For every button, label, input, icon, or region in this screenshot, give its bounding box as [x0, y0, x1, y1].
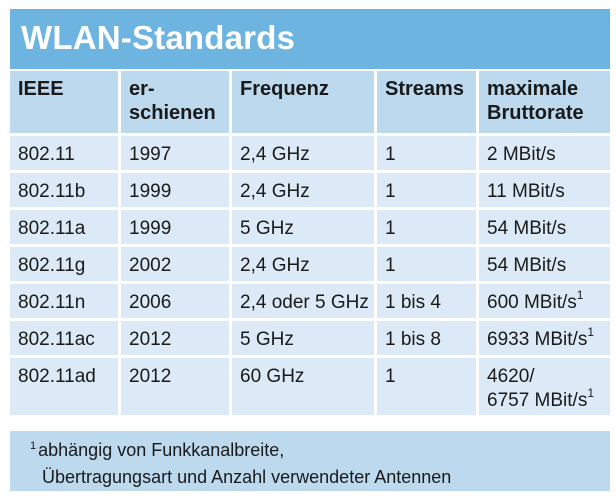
cell-rate-line2: 6757 MBit/s	[487, 390, 588, 411]
table-row: 802.11g 2002 2,4 GHz 1 54 MBit/s	[10, 247, 610, 284]
cell-frequency: 2,4 oder 5 GHz	[232, 284, 377, 321]
cell-year: 1997	[121, 136, 232, 173]
cell-rate: 54 MBit/s	[479, 210, 610, 247]
header-streams: Streams	[377, 71, 479, 136]
cell-year: 1999	[121, 210, 232, 247]
cell-frequency: 2,4 GHz	[232, 173, 377, 210]
footnote-marker: 1	[30, 440, 37, 452]
table-row: 802.11 1997 2,4 GHz 1 2 MBit/s	[10, 136, 610, 173]
cell-streams: 1	[377, 173, 479, 210]
cell-frequency: 60 GHz	[232, 358, 377, 418]
header-erschienen-line2: schienen	[129, 102, 216, 124]
cell-rate: 600 MBit/s1	[479, 284, 610, 321]
cell-frequency: 5 GHz	[232, 210, 377, 247]
cell-frequency: 5 GHz	[232, 321, 377, 358]
table-row: 802.11b 1999 2,4 GHz 1 11 MBit/s	[10, 173, 610, 210]
cell-ieee: 802.11ac	[10, 321, 121, 358]
table-row: 802.11a 1999 5 GHz 1 54 MBit/s	[10, 210, 610, 247]
cell-streams: 1 bis 4	[377, 284, 479, 321]
cell-rate: 2 MBit/s	[479, 136, 610, 173]
title-bar: WLAN-Standards	[10, 9, 610, 69]
cell-rate: 11 MBit/s	[479, 173, 610, 210]
footnote-line1: 1 abhängig von Funkkanalbreite,	[30, 440, 285, 460]
cell-year: 2002	[121, 247, 232, 284]
cell-ieee: 802.11b	[10, 173, 121, 210]
cell-rate: 6933 MBit/s1	[479, 321, 610, 358]
page-title: WLAN-Standards	[21, 19, 296, 56]
cell-year: 2012	[121, 358, 232, 418]
header-erschienen: er- schienen	[121, 71, 232, 136]
table-row: 802.11n 2006 2,4 oder 5 GHz 1 bis 4 600 …	[10, 284, 610, 321]
cell-rate: 4620/ 6757 MBit/s1	[479, 358, 610, 418]
standards-table: IEEE er- schienen Frequenz Streams maxim…	[10, 71, 610, 418]
header-row: IEEE er- schienen Frequenz Streams maxim…	[10, 71, 610, 136]
header-rate-line2: Bruttorate	[487, 102, 584, 124]
header-rate-line1: maximale	[487, 78, 579, 100]
table-row: 802.11ac 2012 5 GHz 1 bis 8 6933 MBit/s1	[10, 321, 610, 358]
footnote-marker: 1	[576, 287, 584, 302]
cell-frequency: 2,4 GHz	[232, 136, 377, 173]
cell-ieee: 802.11	[10, 136, 121, 173]
cell-streams: 1	[377, 136, 479, 173]
cell-year: 2012	[121, 321, 232, 358]
header-ieee: IEEE	[10, 71, 121, 136]
cell-ieee: 802.11ad	[10, 358, 121, 418]
cell-streams: 1 bis 8	[377, 321, 479, 358]
cell-ieee: 802.11n	[10, 284, 121, 321]
cell-rate: 54 MBit/s	[479, 247, 610, 284]
cell-frequency: 2,4 GHz	[232, 247, 377, 284]
cell-ieee: 802.11g	[10, 247, 121, 284]
cell-streams: 1	[377, 358, 479, 418]
table-row: 802.11ad 2012 60 GHz 1 4620/ 6757 MBit/s…	[10, 358, 610, 418]
header-erschienen-line1: er-	[129, 78, 155, 100]
header-frequenz: Frequenz	[232, 71, 377, 136]
footnote-marker: 1	[587, 324, 595, 339]
footnote: 1 abhängig von Funkkanalbreite, Übertragu…	[10, 431, 610, 491]
cell-ieee: 802.11a	[10, 210, 121, 247]
cell-streams: 1	[377, 210, 479, 247]
footnote-line2: Übertragungsart und Anzahl verwendeter A…	[42, 467, 452, 487]
header-bruttorate: maximale Bruttorate	[479, 71, 610, 136]
cell-streams: 1	[377, 247, 479, 284]
wlan-standards-card: WLAN-Standards IEEE er- schienen Frequen…	[10, 9, 610, 491]
cell-year: 2006	[121, 284, 232, 321]
footnote-marker: 1	[587, 385, 595, 400]
cell-year: 1999	[121, 173, 232, 210]
cell-rate-line1: 4620/	[487, 366, 535, 387]
